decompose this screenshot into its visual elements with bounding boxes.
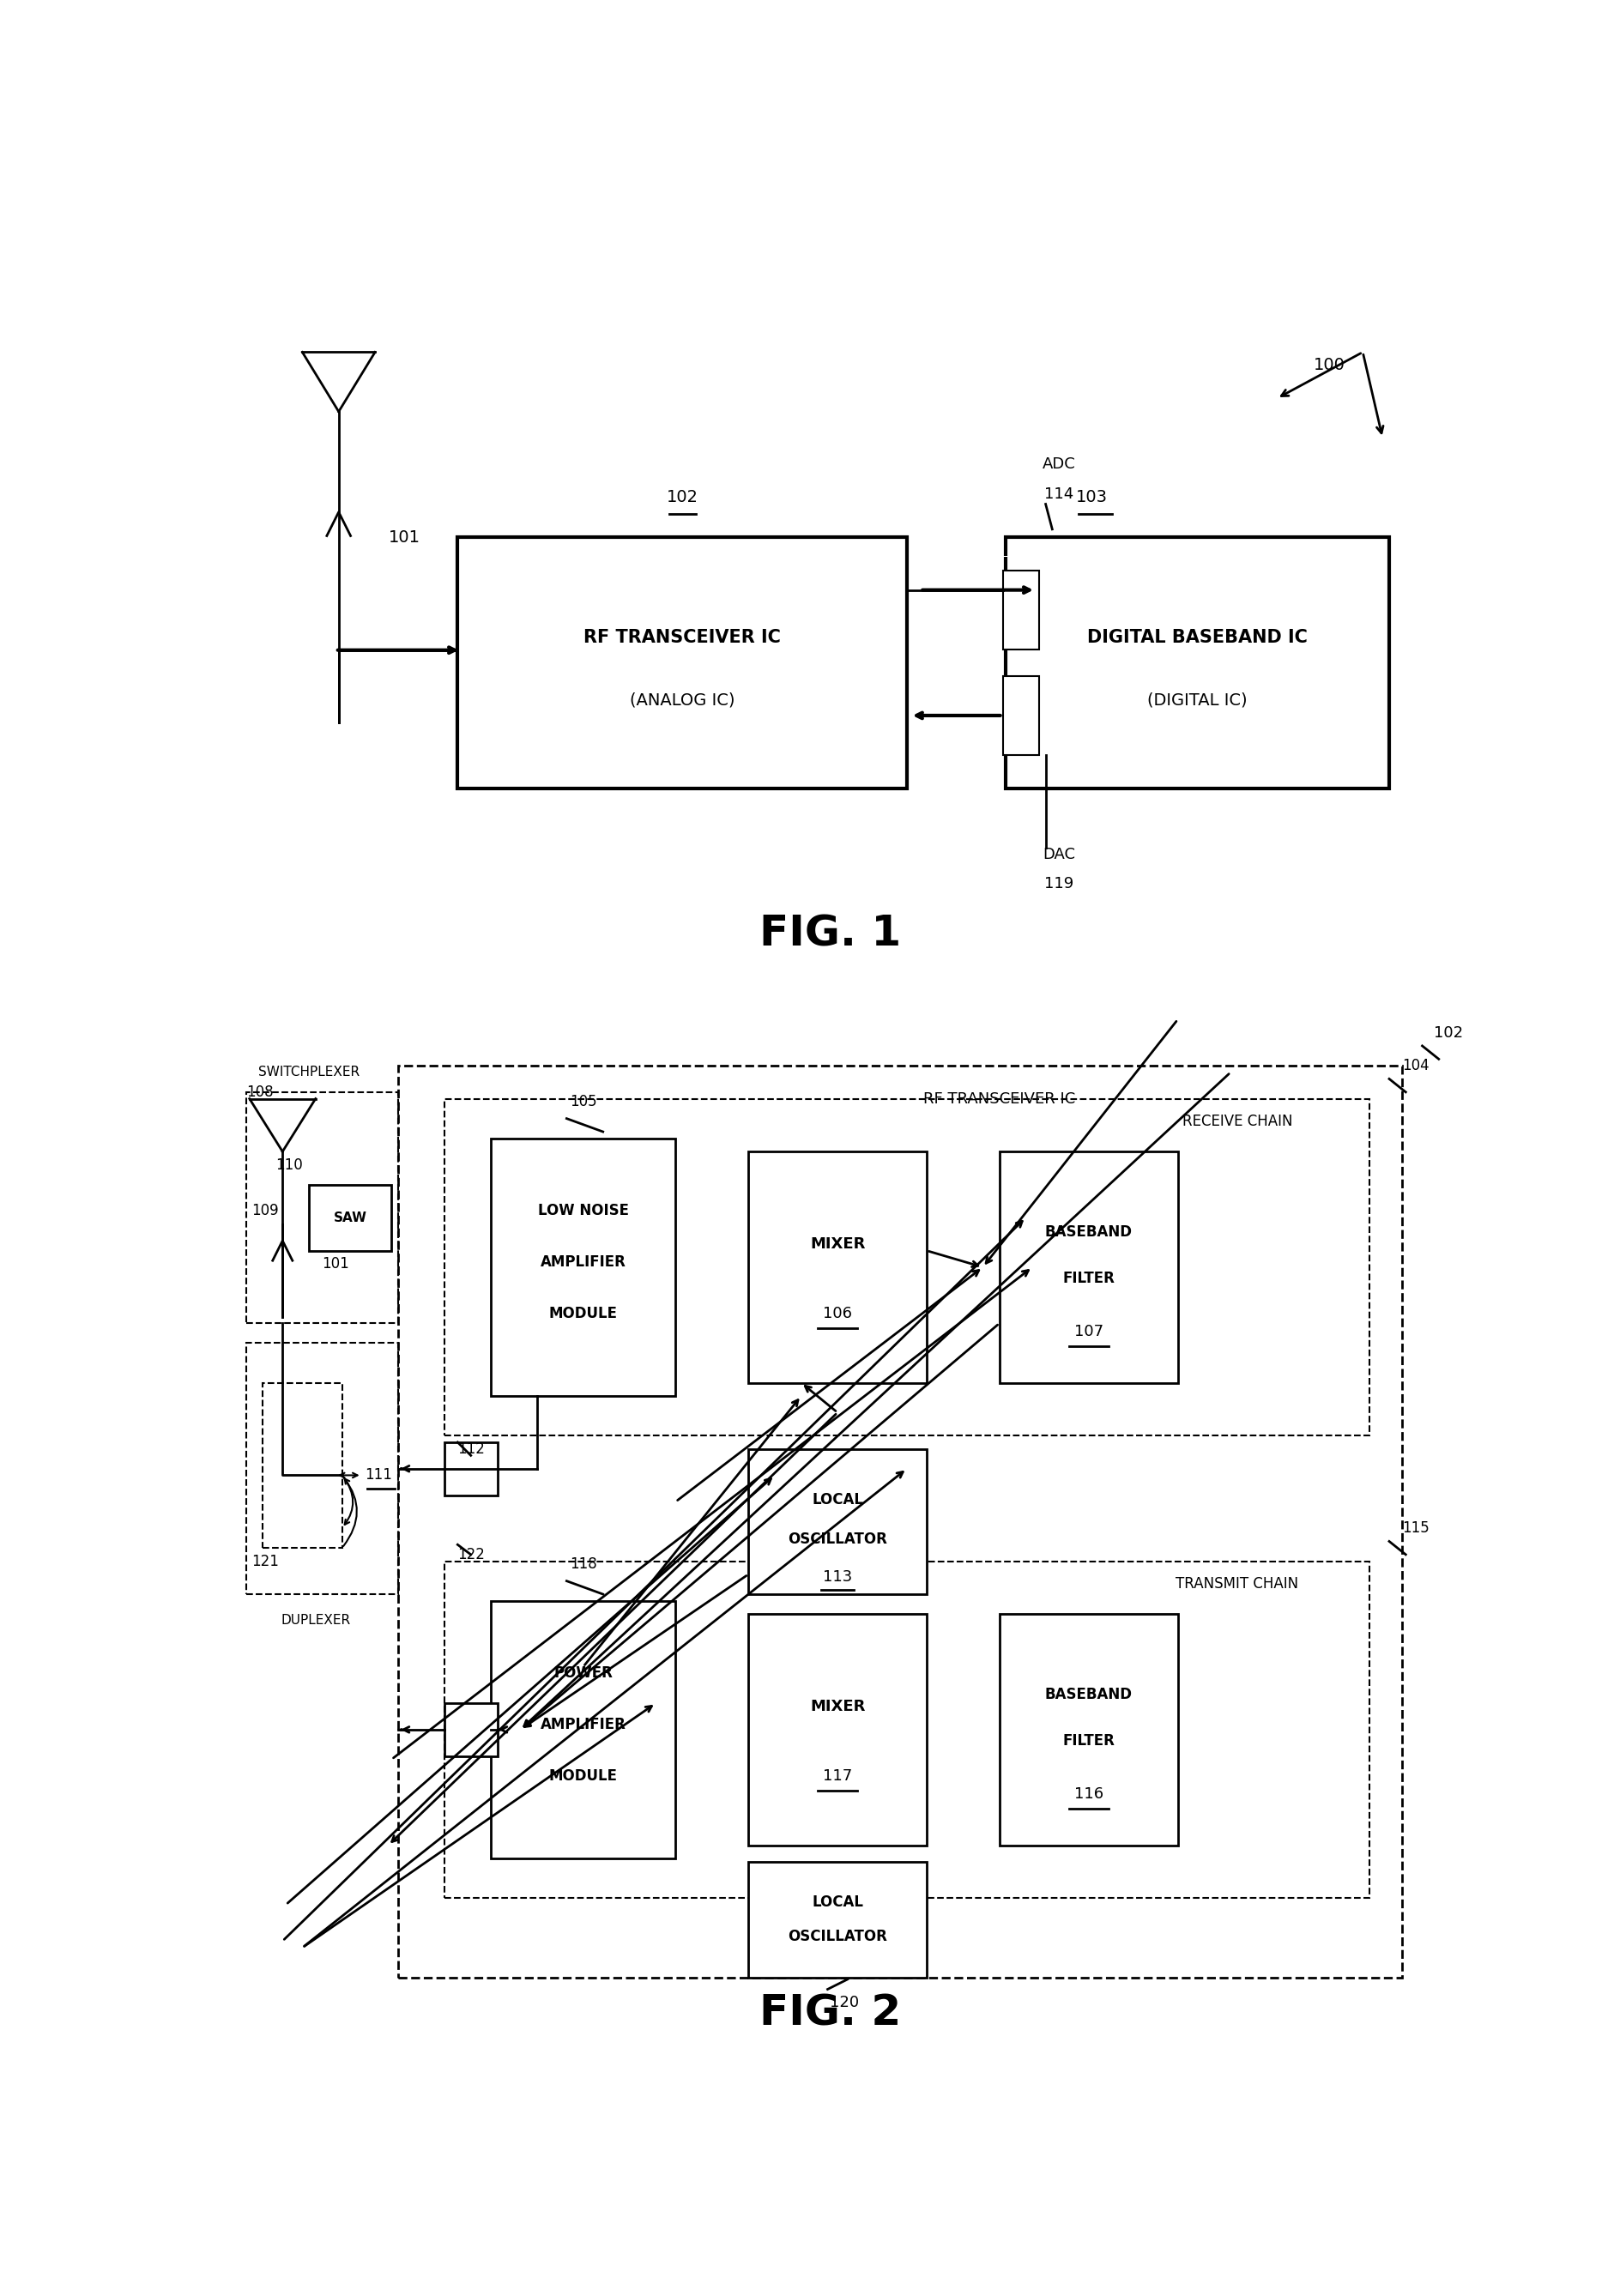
Text: 101: 101 — [322, 1256, 348, 1272]
Text: SAW: SAW — [334, 1212, 368, 1224]
Text: OSCILLATOR: OSCILLATOR — [787, 1929, 888, 1945]
Bar — [457, 537, 907, 788]
Text: 100: 100 — [1314, 358, 1346, 374]
Text: LOCAL: LOCAL — [812, 1492, 863, 1508]
Text: AMPLIFIER: AMPLIFIER — [541, 1717, 625, 1731]
Text: TRANSMIT CHAIN: TRANSMIT CHAIN — [1176, 1577, 1299, 1591]
Text: MIXER: MIXER — [810, 1235, 865, 1251]
Text: ADC: ADC — [1042, 457, 1076, 473]
Bar — [748, 1153, 927, 1382]
Bar — [748, 1449, 927, 1593]
Text: 107: 107 — [1074, 1325, 1103, 1339]
Bar — [444, 1442, 497, 1495]
Text: 104: 104 — [1401, 1058, 1429, 1075]
Text: AMPLIFIER: AMPLIFIER — [541, 1254, 625, 1270]
Text: 118: 118 — [570, 1557, 596, 1573]
Text: 122: 122 — [457, 1548, 484, 1561]
Bar — [1006, 537, 1390, 788]
Text: 106: 106 — [823, 1306, 852, 1320]
Text: SWITCHPLEXER: SWITCHPLEXER — [258, 1065, 360, 1079]
Text: 111: 111 — [365, 1467, 392, 1483]
Text: LOCAL: LOCAL — [812, 1894, 863, 1910]
Text: 102: 102 — [666, 489, 698, 505]
Text: BASEBAND: BASEBAND — [1045, 1688, 1132, 1704]
Bar — [309, 1185, 392, 1251]
Text: 108: 108 — [246, 1084, 274, 1100]
Bar — [748, 1614, 927, 1846]
Text: RECEIVE CHAIN: RECEIVE CHAIN — [1183, 1114, 1293, 1130]
Text: FIG. 2: FIG. 2 — [760, 1993, 901, 2034]
Bar — [491, 1139, 676, 1396]
Text: DAC: DAC — [1043, 847, 1076, 861]
Bar — [1000, 1153, 1178, 1382]
Text: OSCILLATOR: OSCILLATOR — [787, 1531, 888, 1548]
Text: 120: 120 — [829, 1995, 859, 2011]
Text: BASEBAND: BASEBAND — [1045, 1224, 1132, 1240]
Text: RF TRANSCEIVER IC: RF TRANSCEIVER IC — [583, 629, 781, 645]
Text: MODULE: MODULE — [549, 1768, 617, 1784]
Bar — [1003, 569, 1038, 650]
Text: 112: 112 — [457, 1442, 484, 1456]
Text: 114: 114 — [1045, 487, 1074, 503]
Text: 102: 102 — [1434, 1024, 1463, 1040]
Text: RF TRANSCEIVER IC: RF TRANSCEIVER IC — [923, 1091, 1076, 1107]
Text: (ANALOG IC): (ANALOG IC) — [630, 691, 735, 709]
Bar — [748, 1862, 927, 1977]
Bar — [444, 1100, 1369, 1435]
Bar — [444, 1704, 497, 1756]
Bar — [246, 1343, 399, 1593]
Text: 117: 117 — [823, 1768, 852, 1784]
Text: MODULE: MODULE — [549, 1306, 617, 1320]
Text: FILTER: FILTER — [1063, 1733, 1115, 1750]
Bar — [1000, 1614, 1178, 1846]
Text: 109: 109 — [251, 1203, 279, 1219]
Text: POWER: POWER — [554, 1665, 612, 1681]
Text: 110: 110 — [275, 1157, 303, 1173]
Text: 105: 105 — [570, 1095, 596, 1109]
Text: LOW NOISE: LOW NOISE — [538, 1203, 629, 1219]
Bar — [262, 1382, 342, 1548]
Bar — [246, 1093, 399, 1322]
Text: 101: 101 — [389, 528, 421, 544]
Text: 116: 116 — [1074, 1786, 1103, 1802]
Text: (DIGITAL IC): (DIGITAL IC) — [1147, 691, 1247, 709]
Text: 121: 121 — [251, 1554, 279, 1568]
Text: MIXER: MIXER — [810, 1699, 865, 1715]
Text: DUPLEXER: DUPLEXER — [280, 1614, 350, 1628]
Bar — [1003, 675, 1038, 755]
Bar — [491, 1600, 676, 1857]
Text: 115: 115 — [1401, 1520, 1429, 1536]
Text: 103: 103 — [1076, 489, 1108, 505]
Text: 113: 113 — [823, 1568, 852, 1584]
Text: 119: 119 — [1045, 877, 1074, 891]
Text: DIGITAL BASEBAND IC: DIGITAL BASEBAND IC — [1087, 629, 1307, 645]
Bar — [444, 1561, 1369, 1899]
Bar — [399, 1065, 1403, 1977]
Text: FILTER: FILTER — [1063, 1272, 1115, 1286]
Text: FIG. 1: FIG. 1 — [760, 914, 901, 955]
